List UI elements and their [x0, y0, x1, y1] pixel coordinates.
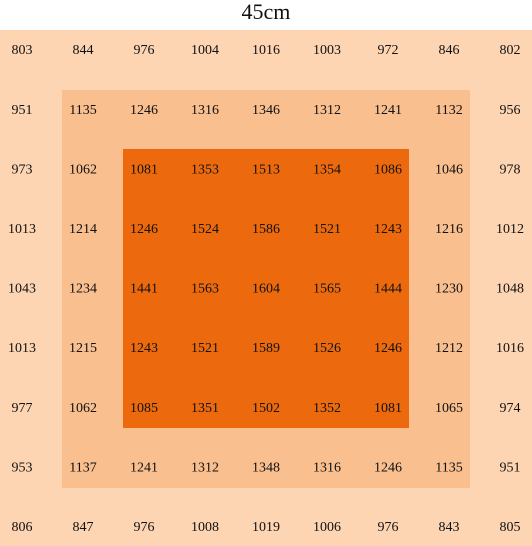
- cell-value: 1132: [435, 103, 462, 118]
- cell-value: 1563: [191, 282, 219, 297]
- cell-value: 1521: [191, 341, 219, 356]
- cell-value: 1604: [252, 282, 280, 297]
- cell-value: 1502: [252, 401, 280, 416]
- cell-value: 1215: [69, 341, 97, 356]
- cell-value: 951: [12, 103, 33, 118]
- cell-value: 1316: [313, 460, 341, 475]
- cell-value: 1062: [69, 162, 97, 177]
- cell-value: 1312: [313, 103, 341, 118]
- cell-value: 1016: [496, 341, 524, 356]
- cell-value: 843: [439, 520, 460, 535]
- cell-value: 1348: [252, 460, 280, 475]
- cell-value: 1012: [496, 222, 524, 237]
- cell-value: 976: [378, 520, 399, 535]
- cell-value: 1565: [313, 282, 341, 297]
- cell-value: 1246: [130, 222, 158, 237]
- cell-value: 1062: [69, 401, 97, 416]
- cell-value: 844: [73, 43, 94, 58]
- cell-value: 1214: [69, 222, 97, 237]
- cell-value: 1081: [374, 401, 402, 416]
- cell-value: 1008: [191, 520, 219, 535]
- cell-value: 805: [500, 520, 521, 535]
- cell-value: 1586: [252, 222, 280, 237]
- cell-value: 1352: [313, 401, 341, 416]
- cell-value: 1004: [191, 43, 219, 58]
- cell-value: 1521: [313, 222, 341, 237]
- cell-value: 1246: [130, 103, 158, 118]
- cell-value: 978: [500, 162, 521, 177]
- cell-value: 1243: [374, 222, 402, 237]
- cell-value: 1246: [374, 341, 402, 356]
- cell-value: 803: [12, 43, 33, 58]
- cell-value: 1019: [252, 520, 280, 535]
- cell-value: 1013: [8, 222, 36, 237]
- cell-value: 973: [12, 162, 33, 177]
- cell-value: 1243: [130, 341, 158, 356]
- cell-value: 1016: [252, 43, 280, 58]
- cell-value: 956: [500, 103, 521, 118]
- inner-zone: [123, 149, 409, 428]
- cell-value: 1212: [435, 341, 463, 356]
- cell-value: 1135: [69, 103, 96, 118]
- cell-value: 1234: [69, 282, 97, 297]
- cell-value: 1006: [313, 520, 341, 535]
- cell-value: 974: [500, 401, 521, 416]
- cell-value: 972: [378, 43, 399, 58]
- cell-value: 1135: [435, 460, 462, 475]
- cell-value: 802: [500, 43, 521, 58]
- cell-value: 976: [134, 520, 155, 535]
- cell-value: 1316: [191, 103, 219, 118]
- cell-value: 1137: [69, 460, 96, 475]
- title: 45cm: [242, 0, 291, 24]
- cell-value: 1043: [8, 282, 36, 297]
- cell-value: 1046: [435, 162, 463, 177]
- cell-value: 1354: [313, 162, 341, 177]
- cell-value: 1216: [435, 222, 463, 237]
- cell-value: 1441: [130, 282, 158, 297]
- cell-value: 951: [500, 460, 521, 475]
- cell-value: 1589: [252, 341, 280, 356]
- cell-value: 846: [439, 43, 460, 58]
- cell-value: 847: [73, 520, 94, 535]
- cell-value: 1013: [8, 341, 36, 356]
- cell-value: 953: [12, 460, 33, 475]
- cell-value: 1241: [130, 460, 158, 475]
- cell-value: 1086: [374, 162, 402, 177]
- cell-value: 1513: [252, 162, 280, 177]
- cell-value: 976: [134, 43, 155, 58]
- cell-value: 1312: [191, 460, 219, 475]
- cell-value: 1346: [252, 103, 280, 118]
- cell-value: 1003: [313, 43, 341, 58]
- cell-value: 977: [12, 401, 33, 416]
- cell-value: 1353: [191, 162, 219, 177]
- cell-value: 1524: [191, 222, 219, 237]
- cell-value: 1526: [313, 341, 341, 356]
- cell-value: 1444: [374, 282, 402, 297]
- cell-value: 1085: [130, 401, 158, 416]
- cell-value: 1241: [374, 103, 402, 118]
- cell-value: 1246: [374, 460, 402, 475]
- cell-value: 1351: [191, 401, 219, 416]
- cell-value: 806: [12, 520, 33, 535]
- cell-value: 1048: [496, 282, 524, 297]
- cell-value: 1230: [435, 282, 463, 297]
- cell-value: 1081: [130, 162, 158, 177]
- cell-value: 1065: [435, 401, 463, 416]
